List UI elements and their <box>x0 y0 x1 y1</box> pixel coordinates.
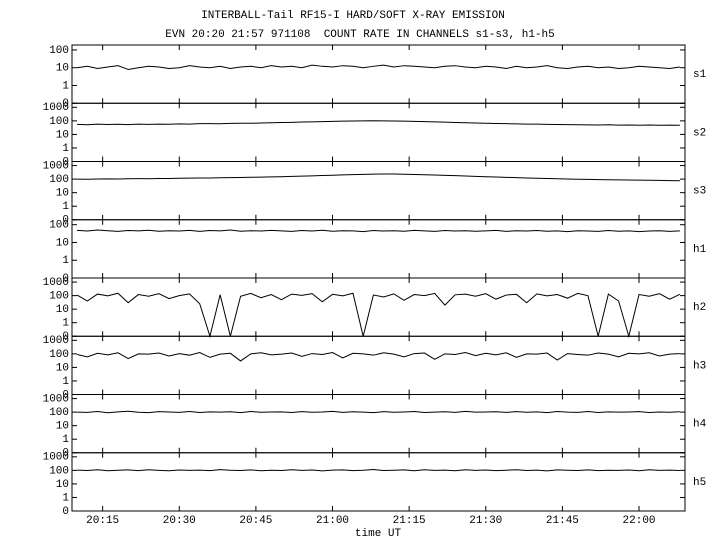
y-tick-label: 1 <box>62 434 69 446</box>
panel-frame <box>71 452 686 512</box>
x-tick-label: 21:15 <box>393 515 426 527</box>
y-tick-label: 10 <box>56 479 69 491</box>
y-tick-label: 100 <box>49 465 69 477</box>
series-line <box>77 120 680 126</box>
x-tick-label: 22:00 <box>623 515 656 527</box>
series-line <box>76 292 681 339</box>
y-tick-label: 0 <box>62 331 69 343</box>
channel-label: h5 <box>693 477 706 489</box>
series-line <box>76 352 680 362</box>
y-tick-label: 0 <box>62 448 69 460</box>
y-tick-label: 0 <box>62 98 69 110</box>
x-tick-label: 21:45 <box>546 515 579 527</box>
y-tick-label: 1000 <box>43 160 69 172</box>
y-tick-label: 1 <box>62 376 69 388</box>
y-tick-label: 100 <box>49 174 69 186</box>
channel-label: s2 <box>693 127 706 139</box>
y-tick-label: 100 <box>49 349 69 361</box>
y-tick-label: 10 <box>56 304 69 316</box>
y-tick-label: 1000 <box>43 452 69 464</box>
series-line <box>77 410 680 414</box>
y-tick-label: 10 <box>56 237 69 249</box>
y-tick-label: 10 <box>56 63 69 75</box>
channel-label: h2 <box>693 302 706 314</box>
y-tick-label: 100 <box>49 220 69 232</box>
y-tick-label: 1 <box>62 492 69 504</box>
y-tick-label: 1 <box>62 255 69 267</box>
y-tick-label: 1 <box>62 143 69 155</box>
channel-label: h1 <box>693 244 707 256</box>
y-tick-label: 1 <box>62 318 69 330</box>
series-line <box>77 469 680 472</box>
x-tick-label: 21:00 <box>316 515 349 527</box>
y-tick-label: 0 <box>62 506 69 518</box>
y-tick-label: 1000 <box>43 335 69 347</box>
channel-label: h3 <box>693 360 706 372</box>
series-line <box>77 173 680 182</box>
series-line <box>77 64 680 70</box>
series-line <box>77 229 680 233</box>
y-tick-label: 0 <box>62 215 69 227</box>
y-tick-label: 10 <box>56 129 69 141</box>
y-tick-label: 100 <box>49 291 69 303</box>
y-tick-label: 1 <box>62 201 69 213</box>
y-tick-label: 0 <box>62 389 69 401</box>
y-tick-label: 10 <box>56 421 69 433</box>
y-tick-label: 10 <box>56 188 69 200</box>
y-tick-label: 1000 <box>43 277 69 289</box>
x-tick-label: 20:30 <box>163 515 196 527</box>
chart-subtitle: EVN 20:20 21:57 971108 COUNT RATE IN CHA… <box>165 29 554 41</box>
y-tick-label: 0 <box>62 156 69 168</box>
x-tick-label: 21:30 <box>469 515 502 527</box>
channel-label: s1 <box>693 69 707 81</box>
x-tick-label: 20:45 <box>239 515 272 527</box>
y-tick-label: 100 <box>49 45 69 57</box>
y-tick-label: 0 <box>62 273 69 285</box>
y-tick-label: 1000 <box>43 393 69 405</box>
chart-title: INTERBALL-Tail RF15-I HARD/SOFT X-RAY EM… <box>201 10 505 22</box>
channel-label: s3 <box>693 186 706 198</box>
x-axis-label: time UT <box>355 528 402 540</box>
channel-label: h4 <box>693 419 707 431</box>
y-tick-label: 1000 <box>43 102 69 114</box>
x-tick-label: 20:15 <box>86 515 119 527</box>
y-tick-label: 10 <box>56 362 69 374</box>
y-tick-label: 100 <box>49 407 69 419</box>
y-tick-label: 100 <box>49 116 69 128</box>
y-tick-label: 1 <box>62 80 69 92</box>
